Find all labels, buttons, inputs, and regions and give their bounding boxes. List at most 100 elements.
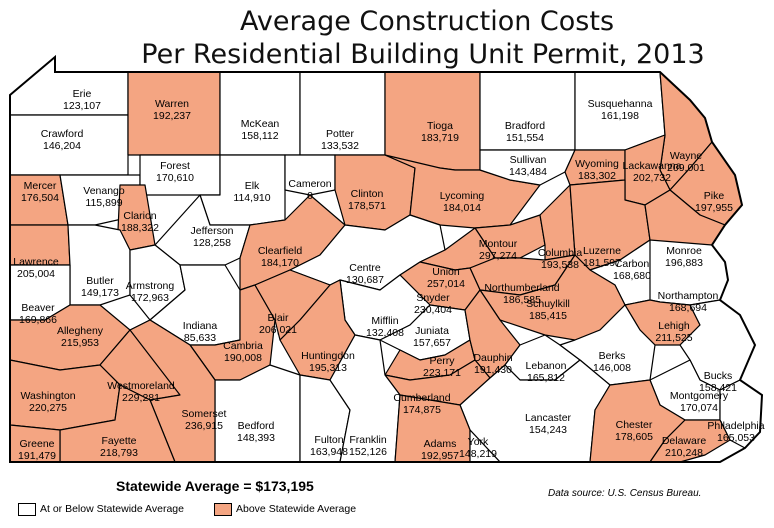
county-name: Lancaster	[524, 412, 572, 424]
county-name: Mifflin	[371, 315, 399, 327]
county-label-montgomery: Montgomery 170,074	[670, 390, 728, 414]
county-value: 193,538	[541, 259, 579, 271]
county-name: Pike	[703, 190, 725, 202]
county-value: 190,008	[224, 352, 262, 364]
title-line-2: Per Residential Building Unit Permit, 20…	[141, 39, 705, 70]
county-label-centre: Centre 130,687	[346, 262, 384, 286]
county-name: Armstrong	[125, 280, 175, 292]
county-name: Allegheny	[56, 325, 104, 337]
county-value: 174,875	[403, 404, 441, 416]
county-label-chester: Chester 178,605	[615, 419, 653, 443]
county-value: 181,597	[583, 257, 621, 269]
county-label-northampton: Northampton 168,694	[658, 290, 719, 314]
county-name: Berks	[598, 350, 626, 362]
county-label-forest: Forest 170,610	[156, 160, 194, 184]
county-value: 197,955	[695, 202, 733, 214]
county-value: 146,204	[43, 140, 81, 152]
county-value: 184,014	[443, 202, 481, 214]
county-name: Northumberland	[484, 282, 560, 294]
county-label-mifflin: Mifflin 132,408	[366, 315, 404, 339]
county-label-venango: Venango 115,899	[83, 185, 124, 209]
county-label-northumberland: Northumberland 186,585	[484, 282, 559, 306]
county-name: Wyoming	[575, 158, 619, 170]
county-value: 152,126	[349, 446, 387, 458]
legend-label-below: At or Below Statewide Average	[40, 503, 184, 515]
county-sullivan	[479, 149, 576, 186]
county-value: 132,408	[366, 327, 404, 339]
county-label-delaware: Delaware 210,248	[662, 435, 706, 459]
county-value: 184,170	[261, 257, 299, 269]
county-value: 192,237	[153, 110, 191, 122]
county-value: 133,532	[321, 140, 359, 152]
county-value: 185,415	[529, 310, 567, 322]
county-name: Warren	[154, 98, 190, 110]
county-label-union: Union 257,014	[427, 266, 465, 290]
county-name: Snyder	[416, 292, 450, 304]
county-value: 257,014	[427, 278, 465, 290]
county-value: 161,198	[601, 110, 639, 122]
county-value: 169,866	[19, 314, 57, 326]
county-value: 195,313	[309, 362, 347, 374]
county-lycoming	[384, 154, 541, 229]
county-value: 168,680	[613, 270, 651, 282]
county-value: 192,957	[421, 450, 459, 462]
county-name: Cambria	[223, 340, 263, 352]
county-label-allegheny: Allegheny 215,953	[57, 325, 103, 349]
county-value: 85,633	[183, 332, 217, 344]
county-label-clinton: Clinton 178,571	[348, 188, 386, 212]
county-name: Bradford	[504, 120, 546, 132]
county-label-wayne: Wayne 209,001	[667, 150, 705, 174]
county-label-lackawanna: Lackawanna 202,732	[623, 160, 682, 184]
county-name: Franklin	[349, 434, 387, 446]
county-label-westmoreland: Westmoreland 229,281	[107, 380, 175, 404]
county-name: Adams	[423, 438, 457, 450]
county-value: 170,610	[156, 172, 194, 184]
county-label-lycoming: Lycoming 184,014	[440, 190, 485, 214]
county-name: Montour	[478, 238, 518, 250]
county-name: Elk	[244, 180, 260, 192]
county-value: 151,554	[506, 132, 544, 144]
statewide-average: Statewide Average = $173,195	[116, 478, 314, 494]
county-name: Columbia	[537, 247, 583, 259]
county-name: Centre	[349, 262, 381, 274]
county-name: York	[467, 436, 489, 448]
county-label-elk: Elk 114,910	[233, 180, 270, 204]
county-label-snyder: Snyder 230,404	[414, 292, 452, 316]
county-name: Cameron	[288, 178, 332, 190]
county-label-schuylkill: Schuylkill 185,415	[526, 298, 570, 322]
county-value: 168,694	[669, 302, 707, 314]
county-value: 196,883	[665, 257, 703, 269]
county-value: 220,275	[29, 402, 67, 414]
county-label-somerset: Somerset 236,915	[182, 408, 227, 432]
county-value: 172,963	[131, 292, 169, 304]
county-name: Union	[432, 266, 460, 278]
county-value: 149,173	[81, 287, 119, 299]
county-name: Greene	[19, 438, 55, 450]
county-value: 186,585	[503, 294, 541, 306]
county-label-dauphin: Dauphin 191,430	[473, 352, 512, 376]
county-label-butler: Butler 149,173	[81, 275, 119, 299]
county-bedford	[214, 364, 301, 463]
county-label-bradford: Bradford 151,554	[505, 120, 545, 144]
county-label-pike: Pike 197,955	[695, 190, 733, 214]
county-name: Chester	[615, 419, 653, 431]
county-value: 188,322	[121, 222, 159, 234]
county-value: 157,657	[413, 337, 451, 349]
county-label-carbon: Carbon 168,680	[613, 258, 651, 282]
county-value: 154,243	[529, 424, 567, 436]
county-name: Wayne	[669, 150, 703, 162]
county-label-berks: Berks 146,008	[593, 350, 631, 374]
county-name: Bedford	[237, 420, 275, 432]
state-outline	[9, 54, 764, 463]
county-name: McKean	[240, 118, 280, 130]
county-value: 163,948	[310, 446, 348, 458]
county-name: Beaver	[21, 302, 55, 314]
county-value: 210,248	[665, 447, 703, 459]
county-value: 178,605	[615, 431, 653, 443]
county-schuylkill	[479, 254, 626, 341]
county-name: Venango	[83, 185, 125, 197]
county-value: 165,053	[717, 432, 755, 444]
county-value: 143,484	[509, 166, 547, 178]
county-label-greene: Greene 191,479	[18, 438, 56, 462]
county-value: 158,112	[241, 130, 279, 142]
